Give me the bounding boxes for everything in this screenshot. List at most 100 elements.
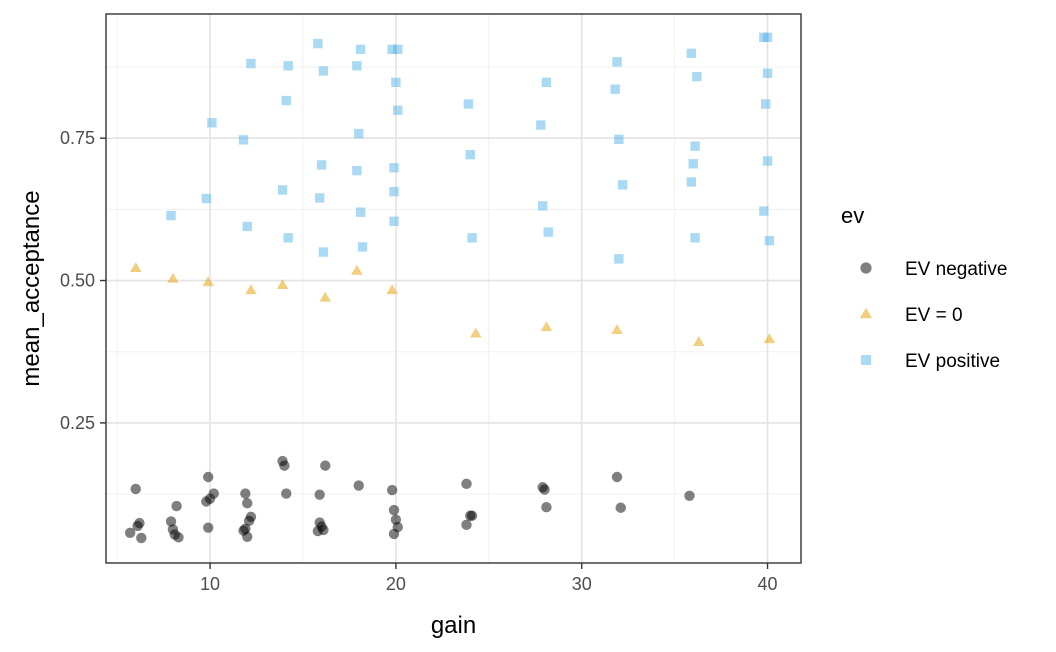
data-point xyxy=(392,521,403,533)
data-point xyxy=(246,58,256,69)
data-point xyxy=(391,77,401,88)
data-point xyxy=(276,279,289,290)
data-point xyxy=(693,336,705,346)
data-point xyxy=(686,48,697,58)
data-point xyxy=(470,327,482,338)
data-point xyxy=(611,324,623,335)
plot-panel-border xyxy=(105,13,802,564)
legend-item: EV negative xyxy=(860,259,1007,280)
data-point xyxy=(611,471,623,483)
x-tick-label: 10 xyxy=(200,574,220,594)
data-point xyxy=(203,522,214,533)
data-point xyxy=(281,95,291,106)
data-point xyxy=(763,333,776,344)
data-point xyxy=(166,210,176,221)
data-point xyxy=(466,510,478,521)
data-point xyxy=(690,141,700,151)
data-points xyxy=(124,32,776,544)
data-point xyxy=(202,276,214,287)
data-point xyxy=(386,484,398,496)
y-tick-label: 0.75 xyxy=(60,128,95,148)
data-point xyxy=(352,165,362,176)
data-point xyxy=(610,84,620,94)
legend-label: EV positive xyxy=(905,351,1000,372)
series-triangle xyxy=(130,262,776,346)
plot-panel-background xyxy=(106,14,801,563)
data-point xyxy=(357,242,368,252)
data-point xyxy=(245,284,257,295)
data-point xyxy=(463,99,474,109)
legend-key-triangle xyxy=(859,307,873,319)
data-point xyxy=(388,504,400,516)
data-point xyxy=(355,207,366,217)
data-point xyxy=(539,484,550,495)
data-point xyxy=(277,185,288,195)
legend-item: EV = 0 xyxy=(859,305,963,326)
data-point xyxy=(316,160,327,170)
data-point xyxy=(134,517,145,529)
data-point xyxy=(467,233,477,243)
data-point xyxy=(387,44,397,54)
data-point xyxy=(352,61,362,71)
data-point xyxy=(541,77,552,88)
data-point xyxy=(130,483,141,495)
series-circle xyxy=(124,455,695,544)
data-point xyxy=(351,264,363,275)
series-square xyxy=(166,32,775,264)
y-tick-label: 0.25 xyxy=(60,413,95,433)
data-point xyxy=(318,247,329,257)
data-point xyxy=(314,489,325,500)
data-point xyxy=(686,177,697,187)
data-point xyxy=(354,128,364,139)
data-point xyxy=(617,180,628,190)
data-point xyxy=(615,502,626,513)
data-point xyxy=(692,71,702,82)
data-point xyxy=(762,68,773,78)
data-point xyxy=(684,490,695,501)
data-point xyxy=(461,478,472,490)
data-point xyxy=(614,254,624,264)
data-point xyxy=(240,488,251,499)
data-point xyxy=(171,500,182,512)
legend-item: EV positive xyxy=(860,351,1000,372)
data-point xyxy=(242,498,253,509)
data-point xyxy=(393,44,403,54)
legend: ev EV negative EV = 0 EV positive xyxy=(841,203,1007,372)
data-point xyxy=(393,105,403,115)
data-point xyxy=(353,480,364,491)
data-point xyxy=(461,519,472,531)
data-point xyxy=(612,57,622,67)
data-point xyxy=(690,233,700,243)
data-point xyxy=(204,493,216,504)
x-tick-label: 30 xyxy=(572,574,592,594)
data-point xyxy=(203,471,214,483)
x-tick-label: 20 xyxy=(386,574,406,594)
data-point xyxy=(614,134,624,144)
data-point xyxy=(318,66,329,76)
data-point xyxy=(389,216,399,226)
data-point xyxy=(688,159,698,169)
legend-key-square xyxy=(860,354,872,366)
axes: 10 20 30 40 0.25 0.50 0.75 xyxy=(60,128,778,594)
data-point xyxy=(761,99,771,109)
legend-key-circle xyxy=(860,262,872,274)
data-point xyxy=(386,284,398,295)
data-point xyxy=(543,227,553,237)
legend-label: EV negative xyxy=(905,259,1007,280)
y-axis-title: mean_acceptance xyxy=(18,190,45,386)
data-point xyxy=(242,221,252,232)
data-point xyxy=(319,291,331,302)
x-tick-label: 40 xyxy=(758,574,778,594)
data-point xyxy=(762,32,773,43)
data-point xyxy=(245,511,257,523)
data-point xyxy=(167,272,179,283)
data-point xyxy=(315,193,325,203)
data-point xyxy=(130,262,142,272)
data-point xyxy=(320,460,331,471)
grid-lines xyxy=(106,14,801,563)
data-point xyxy=(465,149,475,160)
data-point xyxy=(540,321,553,332)
data-point xyxy=(355,44,366,54)
data-point xyxy=(169,529,180,540)
